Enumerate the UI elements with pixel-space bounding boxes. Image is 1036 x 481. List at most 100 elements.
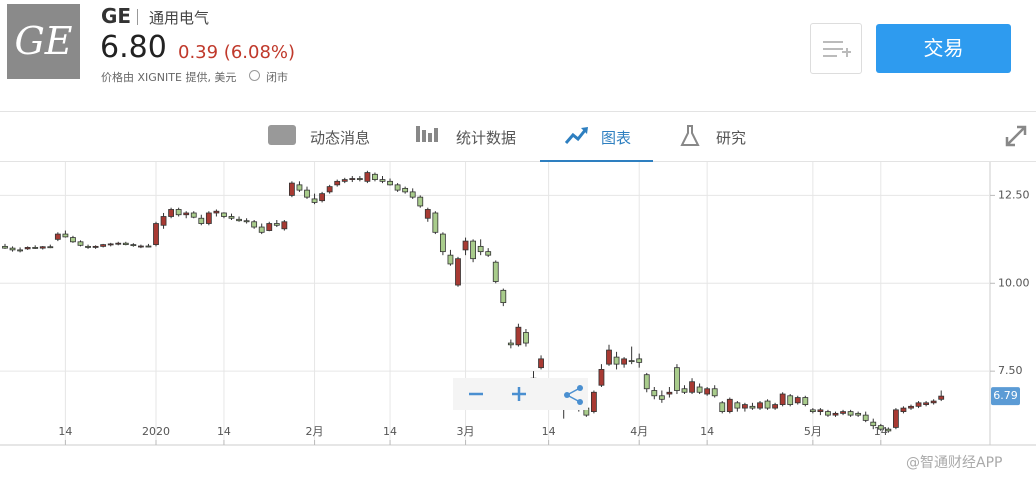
- chart-icon: [565, 127, 588, 144]
- candle-body: [507, 342, 514, 346]
- candle-body: [696, 386, 703, 393]
- candle-body: [236, 218, 242, 222]
- candle-body: [825, 411, 831, 416]
- x-tick-label: 14: [874, 425, 888, 438]
- x-tick-label: 14: [58, 425, 72, 438]
- candle-body: [749, 405, 756, 409]
- candle-body: [39, 246, 46, 249]
- x-tick-label: 14: [700, 425, 714, 438]
- candle-body: [893, 409, 899, 428]
- company-name: 通用电气: [149, 9, 210, 27]
- candle-body: [221, 212, 227, 217]
- x-tick-label: 2020: [142, 425, 170, 438]
- candle-body: [432, 212, 439, 233]
- candle-body: [636, 358, 643, 363]
- candle-body: [32, 247, 39, 249]
- candle-body: [107, 243, 114, 246]
- x-tick-label: 5月: [804, 425, 822, 438]
- candle-body: [243, 220, 250, 223]
- watchlist-button[interactable]: [810, 23, 862, 74]
- tab-research[interactable]: 研究: [680, 112, 780, 161]
- candle-body: [938, 395, 945, 400]
- candle-body: [70, 237, 76, 243]
- candle-body: [923, 402, 929, 405]
- candle-body: [689, 381, 695, 393]
- candle-body: [251, 221, 258, 228]
- header: GE GE 通用电气 6.80 0.39 (6.08%) 价格由 XIGNITE…: [0, 0, 1036, 112]
- candle-body: [402, 187, 409, 193]
- y-tick-label: 10.00: [998, 276, 1030, 289]
- candle-body: [726, 398, 733, 413]
- candle-body: [817, 409, 824, 413]
- candle-body: [85, 245, 91, 248]
- clock-icon: [249, 70, 260, 81]
- candle-body: [809, 409, 816, 413]
- candle-body: [651, 390, 658, 397]
- y-tick-label: 12.50: [998, 188, 1030, 201]
- tab-bar: 动态消息 统计数据 图表 研究: [0, 112, 1036, 162]
- candle-body: [764, 400, 771, 409]
- candle-body: [885, 428, 892, 432]
- candle-body: [787, 395, 794, 405]
- trade-button[interactable]: 交易: [876, 24, 1011, 73]
- separator: [137, 9, 138, 25]
- chart: 7.50 10.00 12.50 14 2020 14 2月 14 3月 14 4月 14 5月 14 6.…: [0, 162, 1036, 446]
- candle-body: [372, 173, 378, 180]
- candle-body: [870, 421, 877, 427]
- candle-body: [930, 400, 937, 404]
- candle-body: [908, 405, 914, 409]
- zoom-in[interactable]: [512, 387, 526, 401]
- candle-body: [387, 180, 393, 186]
- candle-body: [304, 189, 310, 198]
- ticker: GE: [101, 4, 132, 28]
- candle-body: [538, 358, 544, 369]
- price: 6.80: [100, 30, 167, 65]
- candle-body: [681, 388, 688, 393]
- candle-body: [281, 221, 288, 230]
- candle-body: [417, 196, 424, 207]
- tab-stats[interactable]: 统计数据: [416, 112, 536, 161]
- candle-body: [477, 245, 484, 253]
- candle-body: [319, 193, 326, 202]
- candle-body: [666, 391, 673, 395]
- last-price-label: 6.79: [993, 389, 1018, 402]
- candle-body: [228, 216, 235, 219]
- candle-body: [462, 240, 469, 251]
- watermark: @智通财经APP: [906, 455, 1003, 471]
- candle-body: [832, 412, 839, 416]
- expand-icon[interactable]: [1004, 124, 1028, 148]
- flask-icon: [680, 125, 700, 146]
- candle-body: [296, 184, 303, 191]
- candle-body: [658, 395, 665, 400]
- candle-body: [674, 367, 680, 391]
- candle-body: [356, 178, 363, 180]
- candle-body: [47, 246, 54, 249]
- candle-body: [455, 258, 461, 286]
- candle-body: [77, 241, 84, 246]
- candle-body: [802, 397, 809, 405]
- candle-body: [160, 216, 167, 226]
- candle-body: [470, 240, 477, 260]
- candle-body: [900, 407, 907, 413]
- x-tick-label: 2月: [306, 425, 324, 438]
- candle-body: [379, 179, 386, 182]
- candle-body: [500, 289, 507, 304]
- share[interactable]: [564, 385, 583, 405]
- tab-chart[interactable]: 图表: [540, 112, 653, 162]
- candle-body: [145, 245, 152, 248]
- tab-news[interactable]: 动态消息: [268, 112, 388, 161]
- source: 价格由 XIGNITE 提供, 美元: [101, 71, 237, 84]
- x-tick-label: 4月: [630, 425, 648, 438]
- candle-body: [288, 182, 295, 196]
- x-tick-label: 14: [383, 425, 397, 438]
- candle-body: [719, 402, 726, 413]
- x-tick-label: 14: [217, 425, 231, 438]
- candle-body: [168, 209, 175, 217]
- candle-body: [734, 402, 741, 409]
- candle-body: [213, 210, 220, 214]
- candle-body: [515, 326, 522, 346]
- candle-body: [621, 358, 627, 365]
- candle-body: [24, 247, 31, 250]
- candle-body: [915, 402, 922, 407]
- candle-body: [409, 191, 416, 198]
